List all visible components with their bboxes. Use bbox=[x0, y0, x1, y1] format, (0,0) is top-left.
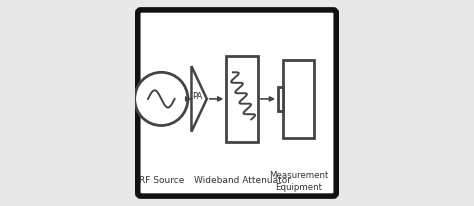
Text: RF Source: RF Source bbox=[138, 176, 184, 185]
Text: Wideband Attenuator: Wideband Attenuator bbox=[193, 176, 291, 185]
Bar bbox=[283, 60, 314, 138]
Text: Measurement
Equipment: Measurement Equipment bbox=[269, 171, 328, 192]
Text: PA: PA bbox=[192, 92, 203, 101]
Bar bbox=[278, 87, 283, 111]
FancyBboxPatch shape bbox=[138, 10, 336, 196]
Polygon shape bbox=[191, 66, 207, 132]
Bar bbox=[226, 56, 258, 142]
Circle shape bbox=[135, 72, 188, 125]
